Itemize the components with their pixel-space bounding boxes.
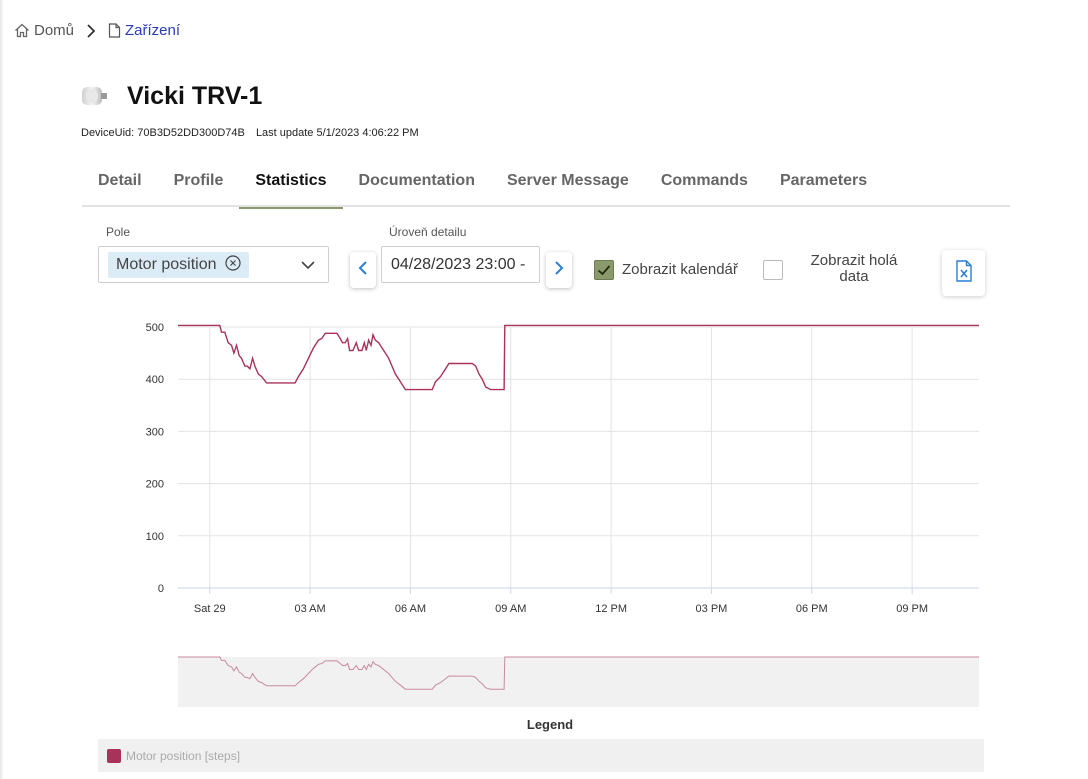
home-icon (14, 23, 30, 38)
checkmark-icon (597, 265, 611, 276)
show-raw-data-label-line2: data (839, 268, 869, 285)
selected-field-label: Motor position (116, 256, 217, 273)
legend-swatch[interactable] (107, 748, 121, 763)
next-period-button[interactable] (546, 252, 572, 288)
show-raw-data-checkbox[interactable] (763, 260, 783, 280)
legend: Motor position [steps] (98, 739, 984, 772)
x-tick-label: 03 PM (696, 603, 728, 615)
motor-position-chart: 0 100 200 300 400 500 Sat 29 03 AM 06 AM 09 AM 12… (146, 322, 979, 707)
thermostatic-valve-icon (80, 84, 110, 108)
x-tick-label: 03 AM (295, 603, 326, 615)
tab-documentation[interactable]: Documentation (358, 172, 475, 189)
show-raw-data-label: Zobrazit holá data (796, 253, 912, 285)
y-tick-label: 400 (146, 374, 164, 386)
tab-server-message[interactable]: Server Message (506, 172, 629, 189)
tab-bar: Detail Profile Statistics Documentation … (82, 164, 1010, 209)
navigator-series-line (178, 656, 979, 690)
x-tick-label: 12 PM (595, 603, 627, 615)
show-raw-data-label-line1: Zobrazit holá (810, 252, 898, 269)
y-tick-label: 100 (146, 531, 164, 543)
tab-profile[interactable]: Profile (173, 172, 224, 189)
breadcrumb-home-label: Domů (34, 22, 75, 39)
breadcrumb-current-link[interactable]: Zařízení (108, 22, 180, 39)
tab-statistics[interactable]: Statistics (239, 164, 343, 209)
tab-detail[interactable]: Detail (98, 172, 142, 189)
x-tick-label: 09 PM (896, 603, 928, 615)
date-range-input[interactable]: 04/28/2023 23:00 - (381, 246, 540, 283)
selected-field-chip: Motor position (108, 252, 249, 278)
previous-period-button[interactable] (350, 252, 376, 288)
y-tick-label: 500 (146, 322, 164, 334)
x-tick-label: 06 PM (796, 603, 828, 615)
show-calendar-checkbox[interactable] (594, 260, 614, 280)
chevron-down-icon[interactable] (300, 257, 316, 278)
chevron-right-icon (554, 260, 564, 281)
x-axis-ticks: Sat 29 03 AM 06 AM 09 AM 12 PM 03 PM 06 PM 09 P… (194, 603, 928, 615)
device-uid: DeviceUid: 70B3D52DD300D74B (81, 127, 245, 139)
excel-file-icon (955, 259, 973, 287)
field-select-label: Pole (106, 225, 131, 239)
series-line-motor-position (178, 324, 979, 391)
device-meta: DeviceUid: 70B3D52DD300D74B Last update … (81, 127, 419, 139)
breadcrumb: Domů Zařízení (14, 22, 180, 39)
tab-commands[interactable]: Commands (660, 172, 748, 189)
last-update: Last update 5/1/2023 4:06:22 PM (255, 127, 419, 139)
document-icon (108, 23, 121, 38)
page-title: Vicki TRV-1 (127, 82, 263, 110)
chevron-left-icon (358, 260, 368, 281)
export-excel-button[interactable] (942, 250, 985, 296)
detail-level-label: Úroveň detailu (389, 225, 467, 239)
remove-circle-icon[interactable] (224, 254, 241, 276)
breadcrumb-current-label: Zařízení (125, 22, 181, 39)
chevron-right-icon (86, 23, 96, 38)
chart-grid (178, 326, 979, 594)
x-tick-label: 09 AM (495, 603, 526, 615)
legend-item-label[interactable]: Motor position [steps] (126, 748, 241, 763)
legend-title: Legend (526, 717, 574, 732)
y-tick-label: 0 (158, 583, 164, 595)
navigator-background[interactable] (178, 657, 979, 707)
breadcrumb-home-link[interactable]: Domů (14, 22, 74, 39)
tab-parameters[interactable]: Parameters (779, 172, 868, 189)
field-select[interactable]: Motor position (98, 246, 329, 283)
y-tick-label: 200 (146, 479, 164, 491)
show-calendar-label: Zobrazit kalendář (622, 261, 738, 278)
x-tick-label: Sat 29 (194, 603, 226, 615)
page-edge-shadow (0, 0, 4, 779)
y-tick-label: 300 (146, 426, 164, 438)
y-axis-ticks: 0 100 200 300 400 500 (146, 322, 164, 595)
x-tick-label: 06 AM (395, 603, 426, 615)
